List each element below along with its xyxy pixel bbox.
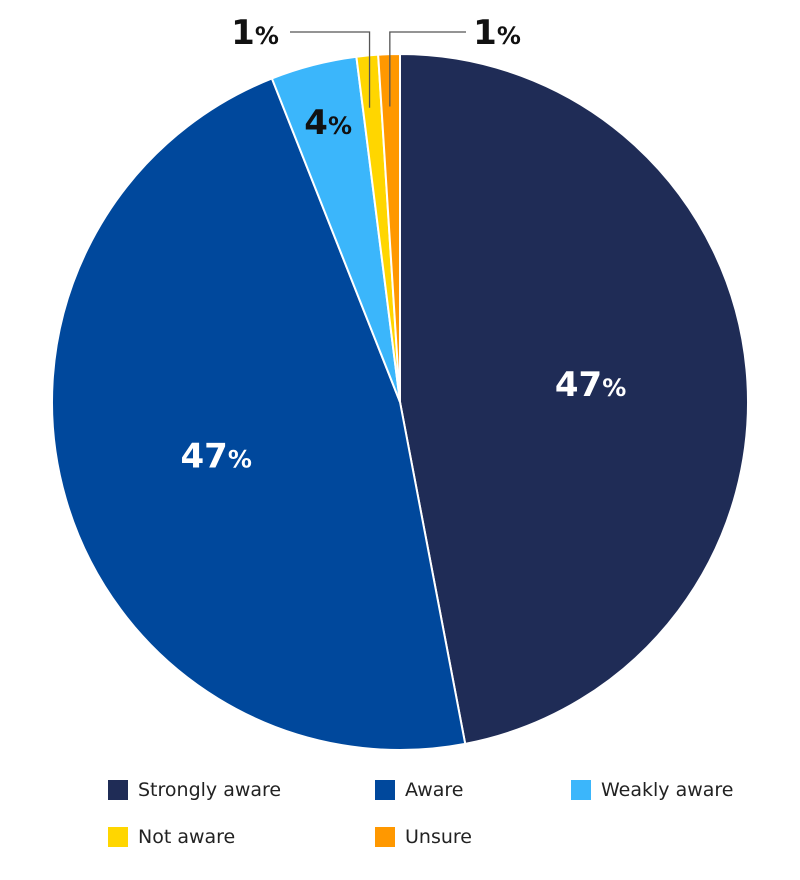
- slice-label-weakly-aware: 4%: [304, 103, 352, 143]
- callout-line-unsure: [389, 31, 466, 107]
- slice-label-not-aware: 1%: [231, 13, 279, 53]
- pie-slice-aware: [51, 77, 467, 751]
- slice-label-strongly-aware: 47%: [555, 365, 626, 405]
- slice-label-aware: 47%: [181, 436, 252, 476]
- pie-slice-strongly-aware: [399, 52, 749, 746]
- pie-slice-unsure: [377, 52, 401, 403]
- callout-line-not-aware: [290, 31, 371, 108]
- slice-label-unsure: 1%: [473, 13, 521, 53]
